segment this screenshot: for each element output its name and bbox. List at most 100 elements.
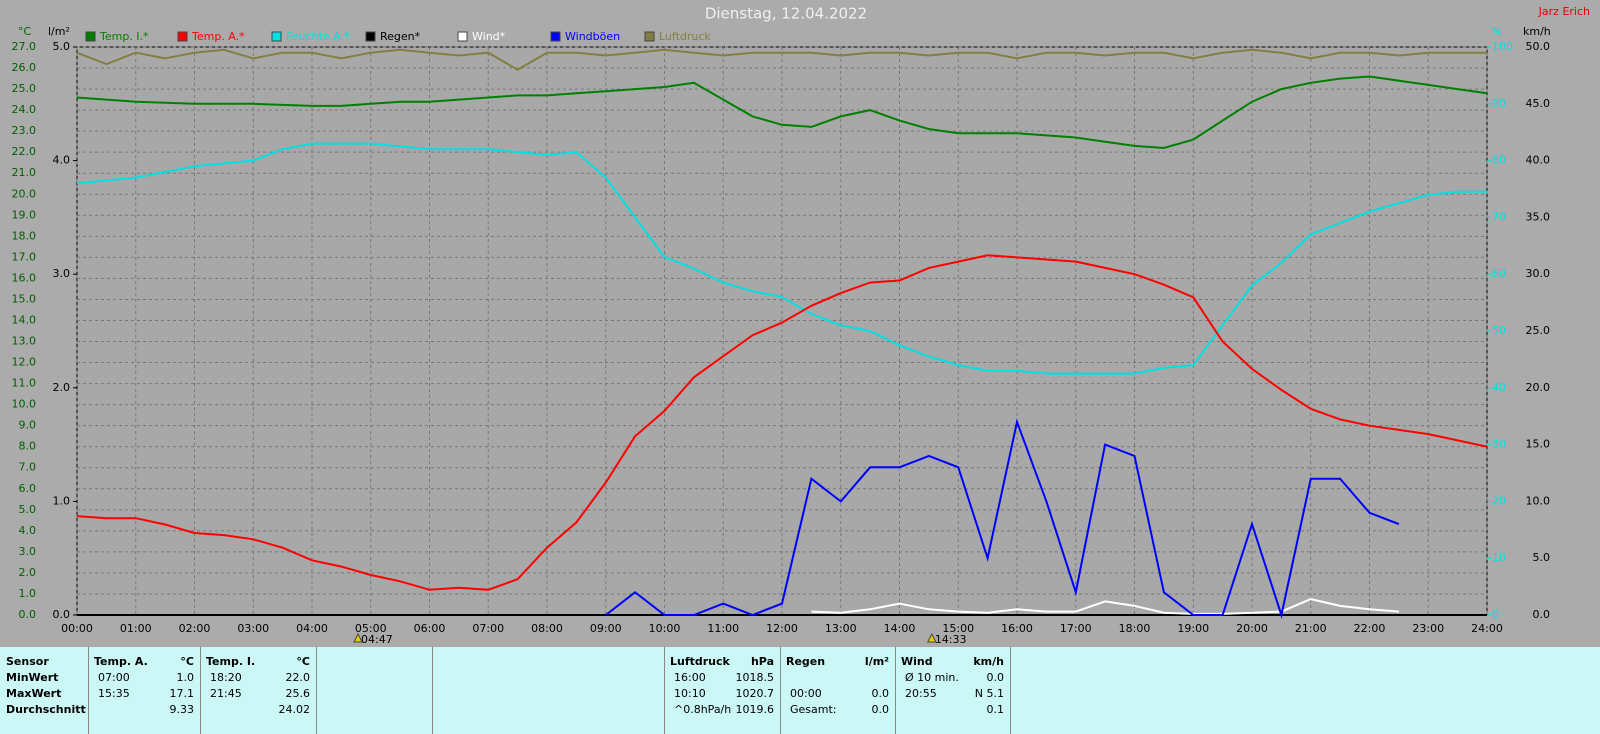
y4-tick-label: 30.0 — [1526, 267, 1551, 280]
stats-value: 22.0 — [285, 671, 311, 684]
y3-tick-label: 5.0 — [53, 40, 71, 53]
y-tick-label: 7.0 — [19, 461, 37, 474]
x-tick-label: 13:00 — [825, 622, 857, 635]
stats-value: 0.0 — [871, 703, 890, 716]
x-tick-label: 23:00 — [1412, 622, 1444, 635]
legend-label: Regen* — [380, 30, 421, 43]
y-tick-label: 0.0 — [19, 608, 37, 621]
sun-label: 04:47 — [361, 633, 393, 646]
x-tick-label: 19:00 — [1177, 622, 1209, 635]
stats-row-label: MaxWert — [6, 687, 62, 700]
x-tick-label: 24:00 — [1471, 622, 1503, 635]
x-tick-label: 22:00 — [1354, 622, 1386, 635]
y2-tick-label: 60 — [1492, 267, 1506, 280]
y-tick-label: 4.0 — [19, 524, 37, 537]
stats-header: Regen — [786, 655, 826, 668]
y2-tick-label: 20 — [1492, 494, 1506, 507]
y4-unit: km/h — [1523, 25, 1551, 38]
stats-panel: Sensor MinWert MaxWert Durchschnitt Temp. A.… — [0, 647, 1600, 734]
sun-marker — [927, 632, 937, 643]
stats-header: Temp. A. — [94, 655, 148, 668]
y4-tick-label: 50.0 — [1526, 40, 1551, 53]
series-line — [76, 142, 1487, 375]
y2-tick-label: 10 — [1492, 551, 1506, 564]
y2-tick-label: 30 — [1492, 438, 1506, 451]
stats-value: 1019.6 — [735, 703, 775, 716]
legend-label: Feuchte A.* — [286, 30, 350, 43]
y4-tick-label: 25.0 — [1526, 324, 1551, 337]
stats-unit: hPa — [750, 655, 774, 668]
y-tick-label: 18.0 — [12, 229, 37, 242]
y-tick-label: 8.0 — [19, 440, 37, 453]
sun-label: 14:33 — [935, 633, 967, 646]
y4-tick-label: 10.0 — [1526, 494, 1551, 507]
y2-tick-label: 50 — [1492, 324, 1506, 337]
stats-time: Ø 10 min. — [905, 671, 959, 684]
stats-time: 07:00 — [98, 671, 130, 684]
x-tick-label: 02:00 — [179, 622, 211, 635]
legend-swatch — [85, 31, 96, 42]
y2-tick-label: 100 — [1492, 40, 1513, 53]
y-tick-label: 20.0 — [12, 187, 37, 200]
x-tick-label: 21:00 — [1295, 622, 1327, 635]
legend-swatch — [550, 31, 561, 42]
legend-label: Wind* — [472, 30, 506, 43]
stats-value: 17.1 — [169, 687, 195, 700]
x-tick-label: 06:00 — [414, 622, 446, 635]
stats-header: Wind — [901, 655, 933, 668]
stats-unit: °C — [296, 655, 310, 668]
y-unit: °C — [18, 25, 32, 38]
y3-tick-label: 2.0 — [53, 381, 71, 394]
y2-unit: % — [1492, 25, 1502, 38]
x-tick-label: 15:00 — [942, 622, 974, 635]
legend-label: Windböen — [565, 30, 620, 43]
y3-tick-label: 1.0 — [53, 494, 71, 507]
y-tick-label: 24.0 — [12, 103, 37, 116]
legend-swatch — [365, 31, 376, 42]
x-tick-label: 00:00 — [61, 622, 93, 635]
legend-swatch — [271, 31, 282, 42]
y-tick-label: 25.0 — [12, 82, 37, 95]
stats-unit: l/m² — [864, 655, 889, 668]
stats-time: 18:20 — [210, 671, 242, 684]
y-tick-label: 19.0 — [12, 208, 37, 221]
y4-tick-label: 40.0 — [1526, 154, 1551, 167]
stats-value: 9.33 — [169, 703, 195, 716]
y3-unit: l/m² — [48, 25, 70, 38]
legend-label: Temp. A.* — [191, 30, 245, 43]
stats-value: 1.0 — [176, 671, 195, 684]
series-line — [76, 48, 1487, 71]
stats-time: 10:10 — [674, 687, 706, 700]
legend-swatch — [177, 31, 188, 42]
y-tick-label: 21.0 — [12, 166, 37, 179]
series-line — [76, 254, 1488, 591]
y-tick-label: 16.0 — [12, 271, 37, 284]
y-tick-label: 2.0 — [19, 566, 37, 579]
stats-row-label: Durchschnitt — [6, 703, 86, 716]
x-tick-label: 12:00 — [766, 622, 798, 635]
y2-tick-label: 40 — [1492, 381, 1506, 394]
y-tick-label: 6.0 — [19, 482, 37, 495]
x-tick-label: 01:00 — [120, 622, 152, 635]
legend-label: Temp. I.* — [99, 30, 149, 43]
y3-tick-label: 0.0 — [53, 608, 71, 621]
y4-tick-label: 5.0 — [1533, 551, 1551, 564]
x-tick-label: 14:00 — [884, 622, 916, 635]
stats-value: 0.1 — [986, 703, 1005, 716]
series-line — [811, 598, 1399, 615]
legend-label: Luftdruck — [659, 30, 711, 43]
x-tick-label: 11:00 — [707, 622, 739, 635]
y-tick-label: 27.0 — [12, 40, 37, 53]
author: Jarz Erich — [1538, 5, 1590, 18]
y-tick-label: 11.0 — [12, 377, 37, 390]
x-tick-label: 17:00 — [1060, 622, 1092, 635]
y4-tick-label: 45.0 — [1526, 97, 1551, 110]
stats-header: Temp. I. — [206, 655, 256, 668]
stats-header: Luftdruck — [670, 655, 730, 668]
y2-tick-label: 70 — [1492, 210, 1506, 223]
stats-header: Sensor — [6, 655, 49, 668]
stats-time: ^0.8hPa/h — [674, 703, 732, 716]
x-tick-label: 16:00 — [1001, 622, 1033, 635]
stats-unit: °C — [180, 655, 194, 668]
y-tick-label: 26.0 — [12, 61, 37, 74]
